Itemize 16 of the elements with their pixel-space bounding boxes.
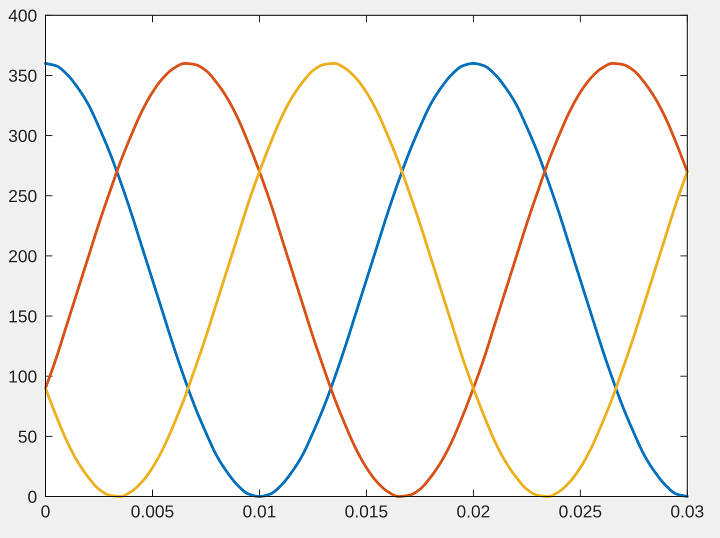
y-tick-label: 0 [28,490,36,503]
y-tick-label: 150 [10,310,36,323]
x-tick-label: 0 [41,505,50,518]
x-tick-label: 0.005 [131,505,174,518]
x-tick-label: 0.02 [457,505,490,518]
y-tick-label: 350 [8,70,36,82]
y-tick-label: 50 [18,430,36,443]
x-tick-label: 0.025 [559,505,602,518]
y-tick-label: 300 [8,130,36,142]
y-tick-label: 400 [8,9,36,22]
x-tick-label: 0.015 [345,505,388,518]
y-tick-label: 100 [10,370,36,383]
y-tick-label: 200 [9,250,36,262]
x-tick-label: 0.01 [243,505,276,518]
y-tick-label: 250 [9,190,36,202]
x-tick-label: 0.03 [671,505,704,518]
